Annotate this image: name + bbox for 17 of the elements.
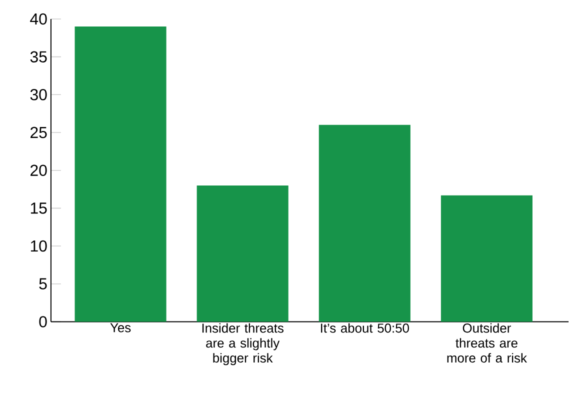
y-tick-label: 5 <box>39 278 47 290</box>
y-tick-label: 20 <box>30 164 47 176</box>
y-tick-label: 0 <box>39 316 47 328</box>
x-tick-label: Insider threats are a slightly bigger risk <box>202 323 284 366</box>
x-tick-label: It’s about 50:50 <box>321 323 409 333</box>
y-tick-label: 25 <box>30 127 47 138</box>
y-tick-label: 35 <box>30 51 47 63</box>
bar <box>440 196 532 322</box>
bar <box>196 186 288 322</box>
bar <box>318 125 410 322</box>
bar <box>74 26 166 322</box>
x-tick-label: Outsider threats are more of a risk <box>447 323 527 363</box>
y-tick-label: 10 <box>30 240 47 252</box>
x-tick-label: Yes <box>110 323 131 332</box>
y-tick-label: 30 <box>30 89 47 100</box>
y-tick-label: 15 <box>30 202 47 214</box>
y-tick-label: 40 <box>30 14 47 25</box>
